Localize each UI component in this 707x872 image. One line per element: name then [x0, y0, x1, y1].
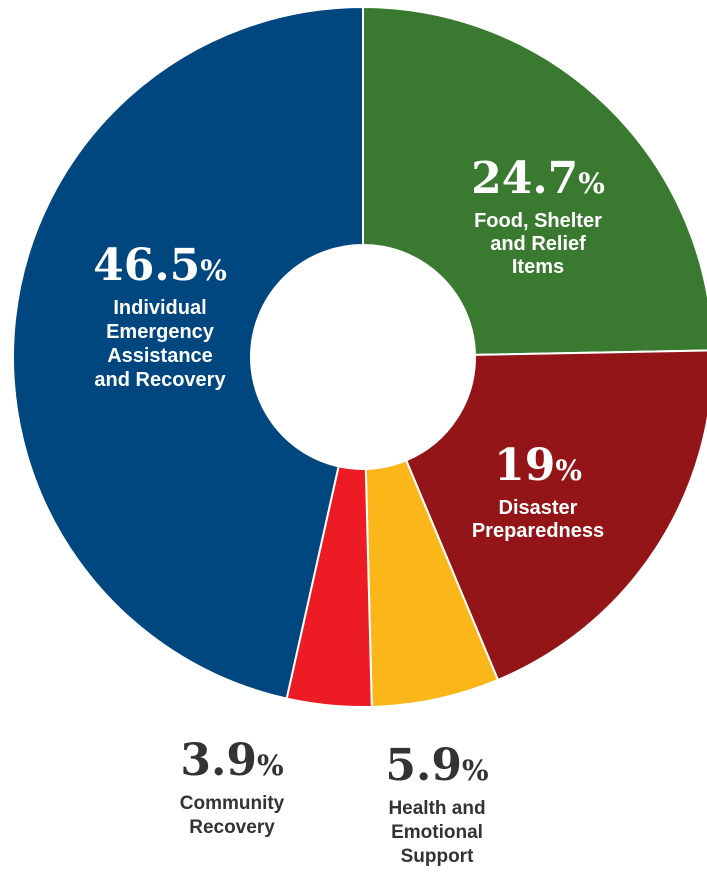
slice-food-shelter-and-relief-items — [362, 5, 707, 356]
category-label-line: Community — [180, 793, 285, 814]
value-number: 24.7 — [471, 153, 578, 204]
value-label: 46.5% — [93, 240, 227, 291]
category-label-line: and Recovery — [94, 369, 226, 391]
label-community-recovery: 3.9% Community Recovery — [180, 735, 285, 838]
value-unit: % — [200, 254, 227, 287]
category-label-line: Disaster — [499, 497, 578, 519]
category-label-line: Assistance — [107, 345, 213, 367]
value-number: 3.9 — [180, 735, 257, 786]
category-label-line: Emergency — [106, 321, 215, 343]
category-label-line: Preparedness — [472, 520, 604, 542]
slice-group — [12, 5, 707, 708]
slice-individual-emergency-assistance-and-recovery — [12, 5, 364, 700]
category-label-line: Items — [512, 256, 564, 278]
value-unit: % — [555, 454, 582, 487]
value-number: 5.9 — [385, 740, 462, 791]
category-label-line: and Relief — [490, 233, 586, 255]
slice-disaster-preparedness — [404, 349, 707, 682]
category-label-line: Support — [401, 846, 474, 867]
label-health-and-emotional-support: 5.9% Health and Emotional Support — [385, 740, 488, 867]
category-label-line: Health and — [388, 798, 485, 819]
value-label: 19% — [494, 440, 582, 491]
category-label-line: Recovery — [189, 817, 275, 838]
category-label-line: Individual — [113, 297, 206, 319]
value-unit: % — [578, 167, 605, 200]
value-number: 19 — [494, 440, 555, 491]
value-unit: % — [257, 749, 284, 782]
value-label: 24.7% — [471, 153, 605, 204]
value-label: 5.9% — [385, 740, 488, 791]
value-number: 46.5 — [93, 240, 200, 291]
value-label: 3.9% — [180, 735, 283, 786]
category-label-line: Food, Shelter — [474, 210, 602, 232]
category-label-line: Emotional — [391, 822, 483, 843]
value-unit: % — [462, 754, 489, 787]
